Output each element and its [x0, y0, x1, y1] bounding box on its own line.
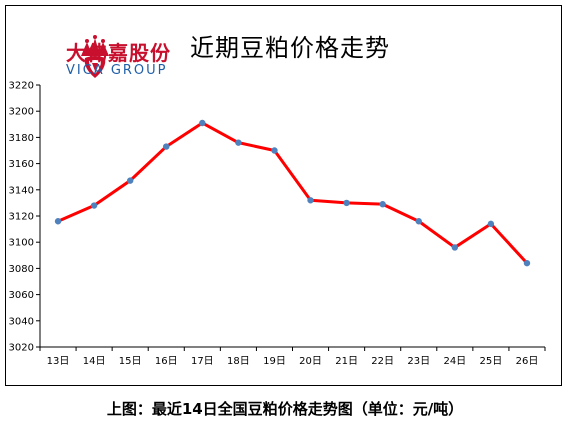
data-point [199, 119, 206, 127]
data-point [343, 199, 350, 207]
data-point [307, 197, 314, 204]
x-tick-label: 14日 [83, 356, 106, 367]
series-layer [54, 119, 531, 267]
data-point [126, 177, 134, 184]
data-point [235, 139, 242, 146]
y-tick-label: 3160 [9, 159, 34, 170]
x-axis-ticks: 13日 14日 15日 16日 17日 18日 19日 20日 21日 22日 23日 24日 25日 2… [39, 347, 546, 367]
x-tick-label: 16日 [155, 356, 178, 367]
x-tick-label: 25日 [480, 356, 503, 367]
y-tick-label: 3120 [9, 212, 34, 223]
data-point [487, 220, 495, 228]
x-tick-label: 18日 [227, 356, 250, 367]
series-line [57, 121, 529, 265]
y-tick-label: 3140 [9, 185, 34, 196]
y-tick-label: 3080 [9, 264, 34, 275]
x-tick-label: 21日 [335, 356, 358, 367]
y-tick-label: 3060 [9, 290, 34, 301]
y-tick-label: 3040 [9, 316, 34, 327]
y-tick-label: 3100 [9, 238, 34, 249]
y-tick-label: 3180 [9, 133, 34, 144]
crown-logo-icon [81, 35, 109, 78]
data-point [90, 202, 98, 209]
brand-name-en: VICA GROUP [66, 63, 168, 78]
data-point [523, 259, 531, 267]
x-tick-label: 20日 [299, 356, 322, 367]
y-axis-ticks: 3020 3040 3060 3080 3100 3120 3140 3160 3180 3200… [9, 81, 40, 354]
data-point [415, 218, 422, 225]
x-tick-label: 26日 [516, 356, 539, 367]
y-tick-label: 3220 [9, 81, 34, 92]
chart-axes [39, 85, 545, 348]
figure-caption: 上图：最近14日全国豆粕价格走势图（单位：元/吨） [106, 400, 464, 418]
x-tick-label: 13日 [47, 356, 70, 367]
brand-name-cn: 大伟嘉股份 [66, 41, 171, 65]
chart-title: 近期豆粕价格走势 [190, 34, 390, 62]
data-point [451, 244, 459, 251]
x-tick-label: 19日 [263, 356, 286, 367]
data-point [163, 143, 170, 150]
x-tick-label: 17日 [191, 356, 214, 367]
data-point [54, 218, 62, 225]
x-tick-label: 24日 [443, 356, 466, 367]
x-tick-label: 15日 [119, 356, 142, 367]
y-tick-label: 3200 [9, 107, 34, 118]
data-point [271, 147, 278, 154]
x-tick-label: 22日 [371, 356, 394, 367]
x-tick-label: 23日 [407, 356, 430, 367]
y-tick-label: 3020 [9, 343, 34, 354]
data-point [379, 201, 386, 208]
line-chart: 3020 3040 3060 3080 3100 3120 3140 3160 3180 3200… [9, 81, 546, 367]
